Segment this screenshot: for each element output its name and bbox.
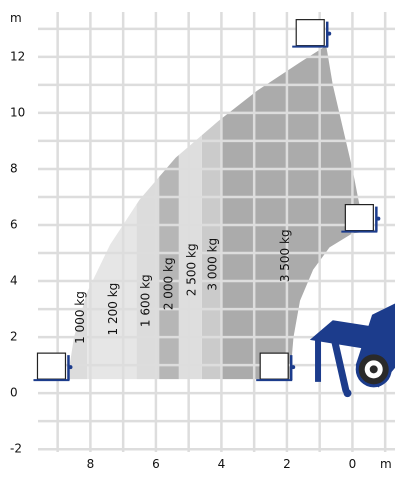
grid [38,12,395,452]
y-unit-label: m [10,11,22,25]
y-tick-label: 8 [10,161,18,175]
zone-label-3: 1 600 kg [139,274,153,327]
x-tick-label: 8 [87,457,95,471]
load-zone-6 [201,45,222,380]
y-tick-label: 6 [10,218,18,232]
x-tick-label: 6 [152,457,160,471]
fork-pallet-3 [341,203,381,233]
stabilizer-foot [343,389,352,398]
boom-arm [309,320,369,349]
telehandler [309,303,395,398]
y-tick-label: -2 [10,442,22,456]
zone-label-6: 3 000 kg [206,238,220,291]
y-tick-label: 10 [10,105,25,119]
zone-labels: 1 000 kg 1 200 kg 1 600 kg 2 000 kg 2 500 kg… [73,229,292,343]
zone-label-1: 1 000 kg [73,291,87,344]
zone-label-2: 1 200 kg [106,283,120,336]
fork-pallet-4 [256,352,296,382]
zone-label-5: 2 500 kg [184,243,198,296]
x-tick-label: 0 [349,457,357,471]
x-tick-label: 4 [218,457,226,471]
load-zone-1 [67,45,88,380]
zone-label-4: 2 000 kg [162,257,176,310]
x-unit-label: m [380,457,392,471]
zone-label-7: 3 500 kg [278,229,292,282]
fork-positions [33,19,381,382]
fork-pallet-1 [33,352,73,382]
y-tick-label: 0 [10,386,18,400]
fork-pallet-2 [292,19,332,48]
axes: -2 0 2 4 6 8 10 12 8 6 4 2 0 m m [10,11,392,471]
y-tick-label: 12 [10,49,25,63]
load-zone-5 [178,45,202,380]
wheel-cap [369,365,378,374]
y-tick-label: 4 [10,274,18,288]
load-zone-2 [87,45,137,380]
load-zone-4 [159,45,179,380]
y-tick-label: 2 [10,330,18,344]
x-tick-label: 2 [283,457,291,471]
tilt-cylinder [330,336,350,394]
